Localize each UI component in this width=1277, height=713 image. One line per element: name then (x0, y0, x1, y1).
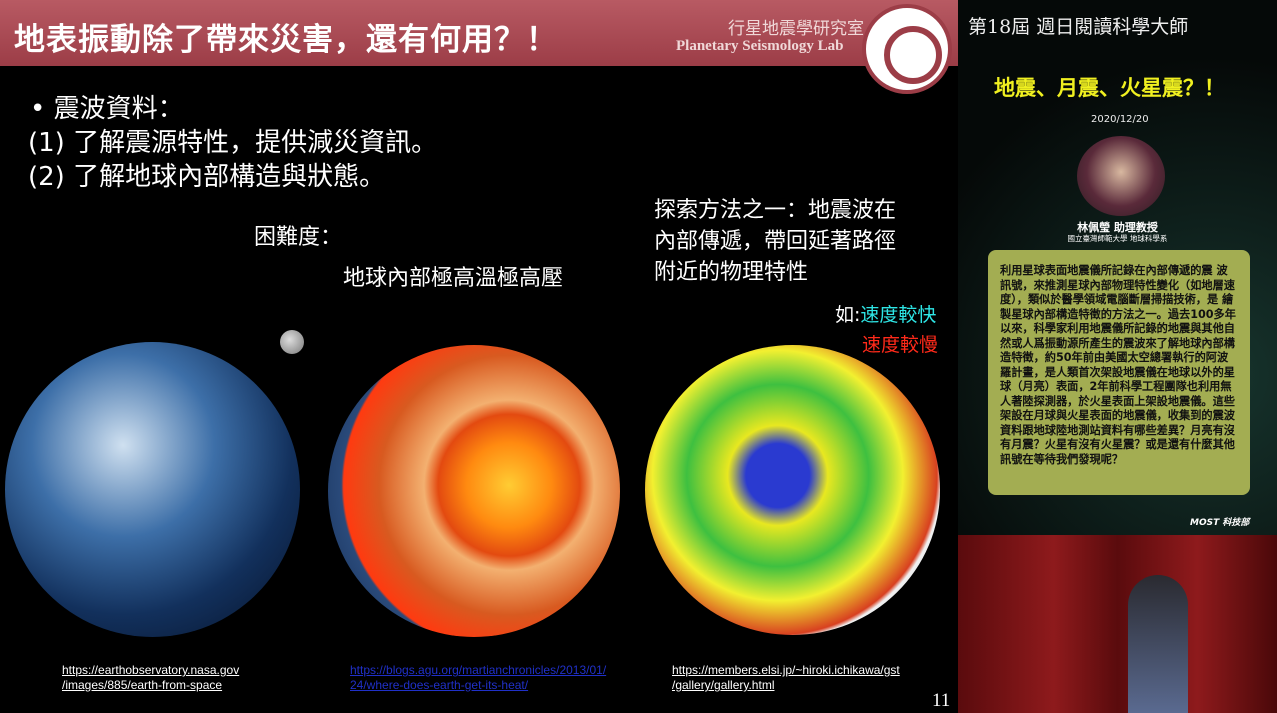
bullet-2: (1) 了解震源特性，提供減災資訊。 (28, 128, 438, 158)
lab-name-en: Planetary Seismology Lab (676, 38, 844, 54)
method-line-3: 附近的物理特性 (654, 260, 809, 285)
talk-date: 2020/12/20 (1091, 114, 1149, 125)
bullet-3: (2) 了解地球內部構造與狀態。 (28, 162, 386, 192)
seismic-tomography-image (645, 345, 940, 635)
earth-cutaway-image (328, 345, 620, 637)
talk-title: 地震、月震、火星震？！ (994, 76, 1225, 100)
method-line-2: 內部傳遞，帶回延著路徑 (654, 229, 897, 254)
speaker-photo (1077, 136, 1165, 216)
university-logo (862, 4, 952, 94)
source-link-3[interactable]: https://members.elsi.jp/~hiroki.ichikawa… (672, 663, 900, 692)
sponsor-logo: MOST 科技部 (1190, 518, 1250, 528)
source-link-1[interactable]: https://earthobservatory.nasa.gov/images… (62, 663, 240, 692)
talk-description: 利用星球表面地震儀所記錄在內部傳遞的震 波訊號，來推測星球內部物理特性變化（如地… (988, 250, 1250, 495)
series-title: 第18屆 週日閱讀科學大師 (968, 16, 1189, 38)
difficulty-detail: 地球內部極高溫極高壓 (343, 266, 564, 291)
legend-prefix: 如: (835, 304, 861, 326)
speaker-video (958, 535, 1277, 713)
speaker-figure (1128, 575, 1188, 713)
bullet-1: • 震波資料： (30, 94, 184, 124)
legend-slow: 速度較慢 (862, 334, 939, 356)
source-link-2[interactable]: https://blogs.agu.org/martianchronicles/… (350, 663, 607, 692)
moon-image (280, 330, 304, 354)
page-number: 11 (932, 690, 951, 711)
difficulty-label: 困難度： (254, 225, 343, 250)
title-bar: 地表振動除了帶來災害，還有何用？！ 行星地震學研究室 Planetary Sei… (0, 0, 958, 66)
method-line-1: 探索方法之一：地震波在 (654, 198, 897, 223)
legend-fast: 速度較快 (860, 304, 937, 326)
slide-title: 地表振動除了帶來災害，還有何用？！ (14, 22, 558, 58)
earth-image (5, 342, 300, 637)
speaker-name: 林佩瑩 助理教授 (1077, 221, 1158, 234)
lab-name-zh: 行星地震學研究室 (728, 19, 864, 39)
speaker-affiliation: 國立臺灣師範大學 地球科學系 (1067, 234, 1168, 243)
presentation-slide: 地表振動除了帶來災害，還有何用？！ 行星地震學研究室 Planetary Sei… (0, 0, 958, 713)
legend: 如:速度較快 (835, 300, 936, 327)
